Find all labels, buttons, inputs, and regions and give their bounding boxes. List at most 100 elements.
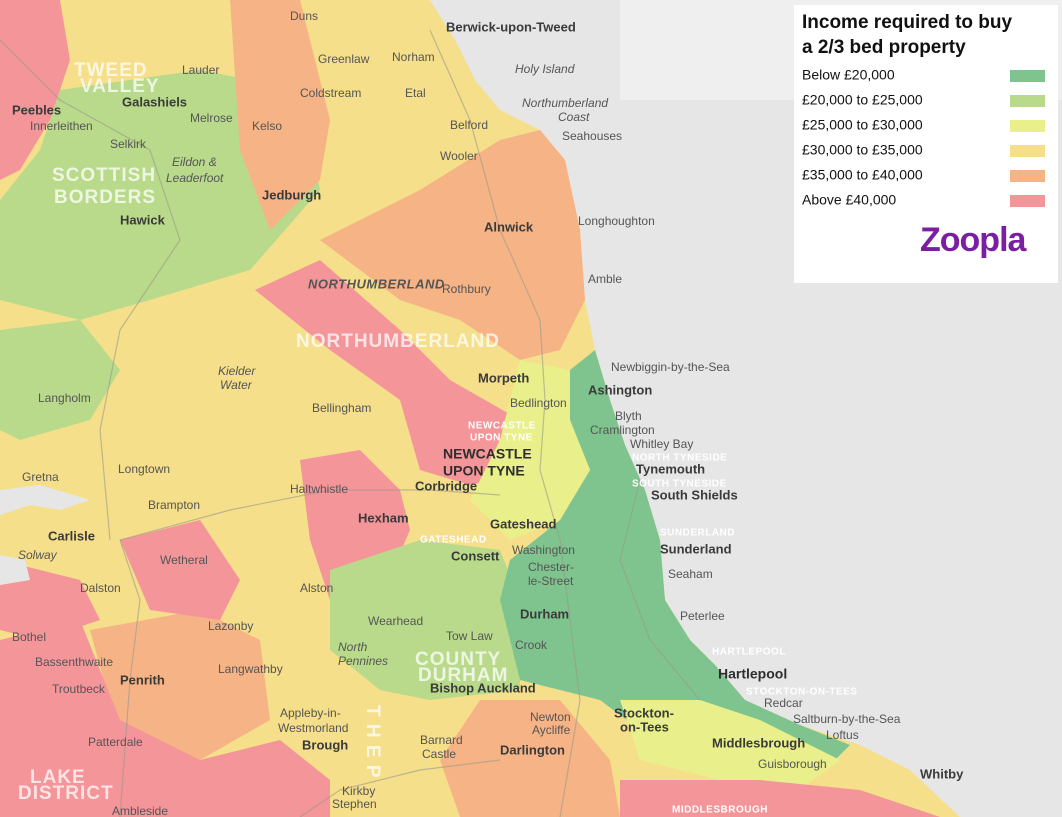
legend-swatch: [1010, 145, 1045, 157]
region-label: BORDERS: [54, 187, 156, 208]
place-label: Whitley Bay: [630, 437, 693, 451]
place-label: Stephen: [332, 797, 377, 811]
region-label: T H E P: [362, 705, 383, 779]
zone-red: [120, 520, 240, 620]
region-label: DISTRICT: [18, 783, 114, 804]
place-label: Tynemouth: [636, 461, 705, 476]
zone-red: [0, 620, 330, 817]
place-label: Darlington: [500, 742, 565, 757]
place-label: Selkirk: [110, 137, 147, 151]
region-label: VALLEY: [80, 76, 160, 97]
place-label: Hexham: [358, 510, 409, 525]
place-label: Hawick: [120, 212, 166, 227]
place-label: South Shields: [651, 487, 738, 502]
council-label: SOUTH TYNESIDE: [632, 479, 727, 490]
place-label: Duns: [290, 9, 318, 23]
place-label: Langholm: [38, 391, 91, 405]
road: [619, 479, 701, 701]
solway: [0, 485, 90, 585]
place-label: North: [338, 640, 368, 654]
place-label: Eildon &: [172, 155, 217, 169]
place-label: Peterlee: [680, 609, 725, 623]
place-label: Hartlepool: [718, 666, 787, 682]
place-label: Morpeth: [478, 370, 529, 385]
council-label: UPON TYNE: [470, 433, 533, 444]
legend-label: £35,000 to £40,000: [802, 167, 923, 183]
council-label: GATESHEAD: [420, 535, 487, 546]
place-label: Carlisle: [48, 528, 95, 543]
place-label: Water: [220, 378, 253, 392]
place-label: Redcar: [764, 696, 803, 710]
place-label: Bellingham: [312, 401, 371, 415]
place-label: Bothel: [12, 630, 46, 644]
place-label: Washington: [512, 543, 575, 557]
place-label: Gateshead: [490, 516, 557, 531]
place-label: Pennines: [338, 654, 388, 668]
legend-label: £30,000 to £35,000: [802, 142, 923, 158]
place-label: Alston: [300, 581, 333, 595]
place-label: Tow Law: [446, 629, 493, 643]
legend-swatch: [1010, 95, 1045, 107]
place-label: Northumberland: [522, 96, 608, 110]
place-label: Corbridge: [415, 478, 477, 493]
place-label: Cramlington: [590, 423, 655, 437]
place-label: Gretna: [22, 470, 59, 484]
legend-label: £25,000 to £30,000: [802, 117, 923, 133]
place-label: Melrose: [190, 111, 233, 125]
region-label: LAKE: [30, 767, 86, 788]
place-label: Leaderfoot: [166, 171, 224, 185]
place-label: le-Street: [528, 574, 574, 588]
place-label: Newton: [530, 710, 571, 724]
zone-orange: [230, 0, 330, 230]
place-label: Chester-: [528, 560, 574, 574]
place-label: Greenlaw: [318, 52, 370, 66]
brand-logo: Zoopla: [920, 221, 1028, 259]
road: [119, 539, 141, 817]
legend-title: a 2/3 bed property: [802, 37, 966, 58]
place-label: Consett: [451, 548, 500, 563]
place-label: Peebles: [12, 102, 61, 117]
zone-red: [255, 260, 540, 485]
place-label: Belford: [450, 118, 488, 132]
place-label: Etal: [405, 86, 426, 100]
road: [429, 29, 581, 817]
zone-red: [620, 780, 940, 817]
place-label: Innerleithen: [30, 119, 93, 133]
place-label: Wooler: [440, 149, 478, 163]
place-label: Longhoughton: [578, 214, 655, 228]
place-label: Castle: [422, 747, 456, 761]
place-label: Seahouses: [562, 129, 622, 143]
place-label: Galashiels: [122, 94, 187, 109]
region-label: TWEED: [74, 60, 148, 81]
council-label: NORTH TYNESIDE: [632, 453, 727, 464]
legend-swatch: [1010, 170, 1045, 182]
place-label: Westmorland: [278, 721, 348, 735]
zone-darkgreen: [500, 350, 850, 775]
legend-swatch: [1010, 195, 1045, 207]
place-label: Durham: [520, 606, 569, 621]
place-label: Whitby: [920, 766, 964, 781]
council-label: MIDDLESBROUGH: [672, 805, 768, 816]
place-label: Lauder: [182, 63, 219, 77]
place-label: NEWCASTLE: [443, 446, 532, 462]
place-label: Lazonby: [208, 619, 253, 633]
legend-swatch: [1010, 70, 1045, 82]
council-label: STOCKTON-ON-TEES: [746, 687, 858, 698]
zone-orange: [90, 610, 270, 760]
place-label: Crook: [515, 638, 548, 652]
legend: Income required to buy a 2/3 bed propert…: [794, 5, 1058, 283]
place-label: Blyth: [615, 409, 642, 423]
region-label: NORTHUMBERLAND: [296, 331, 500, 352]
place-label: UPON TYNE: [443, 463, 525, 479]
place-label: Dalston: [80, 581, 121, 595]
council-label: HARTLEPOOL: [712, 647, 786, 658]
place-label: Langwathby: [218, 662, 283, 676]
legend-label: Below £20,000: [802, 67, 895, 83]
region-label: SCOTTISH: [52, 165, 156, 186]
place-label: Wearhead: [368, 614, 423, 628]
legend-label: Above £40,000: [802, 192, 896, 208]
place-label: Ashington: [588, 382, 652, 397]
place-label: Seaham: [668, 567, 713, 581]
